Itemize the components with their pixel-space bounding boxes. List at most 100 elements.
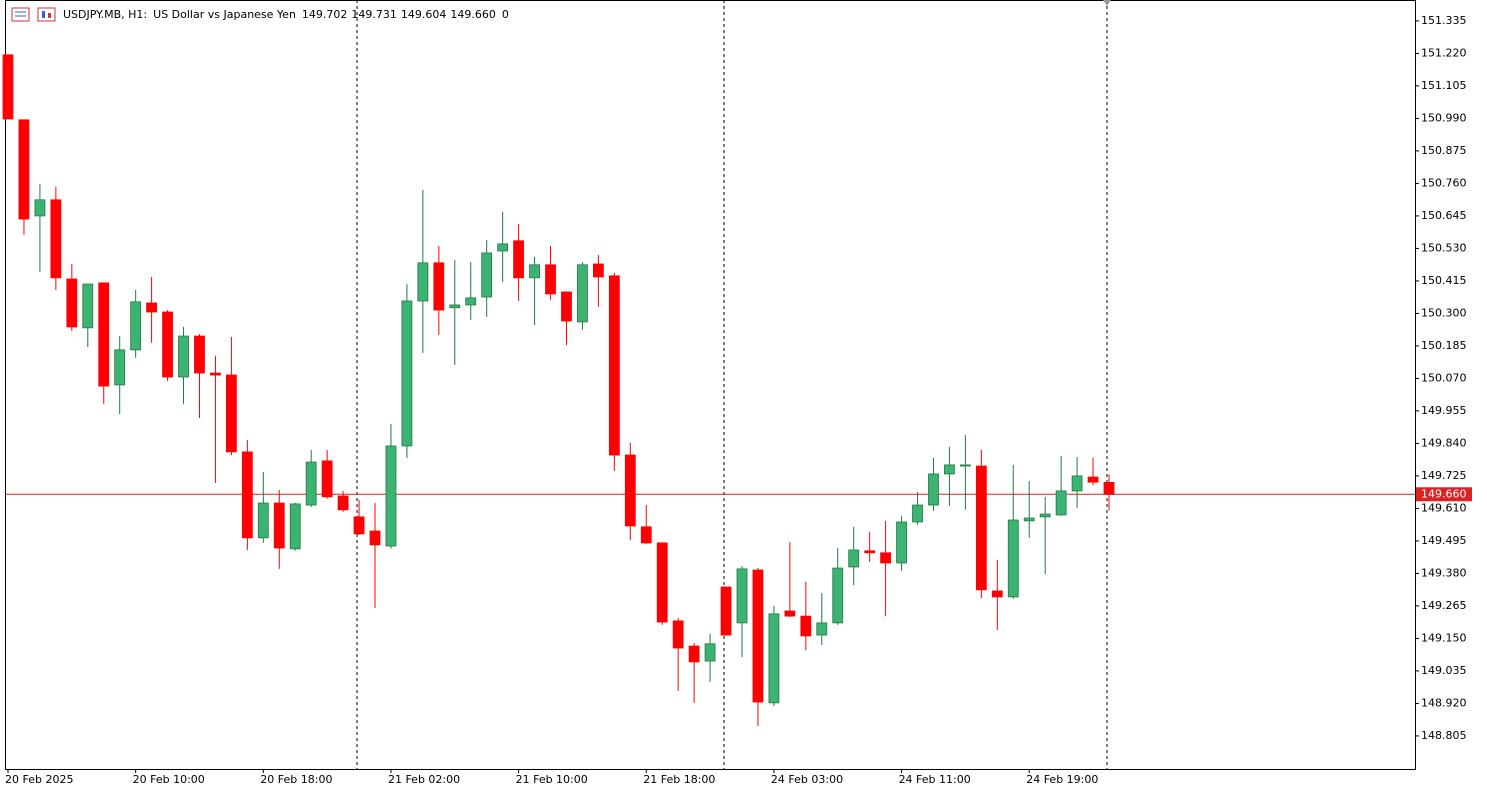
candle-body: [497, 243, 509, 252]
x-tick-label: 24 Feb 03:00: [771, 773, 843, 786]
candle-body: [401, 300, 413, 447]
y-tick-label: 150.645: [1421, 209, 1467, 222]
candle-body: [1039, 513, 1051, 518]
candle-body: [66, 278, 78, 328]
candle-body: [688, 645, 700, 663]
candle-body: [210, 372, 221, 376]
x-tick-label: 24 Feb 11:00: [899, 773, 971, 786]
candle-body: [1023, 517, 1035, 522]
candle-body: [1087, 476, 1099, 483]
candle-body: [720, 586, 732, 636]
y-tick-label: 148.805: [1421, 729, 1467, 742]
quote: 0: [502, 8, 509, 21]
candle-body: [529, 264, 540, 279]
y-tick-label: 150.300: [1421, 306, 1467, 319]
candle-body: [337, 495, 349, 511]
candle-body: [704, 643, 716, 662]
candle-body: [1103, 482, 1115, 495]
symbol: USDJPY.MB, H1:: [63, 8, 147, 21]
icon: [11, 7, 30, 22]
candle-body: [640, 526, 652, 544]
candle-body: [98, 282, 110, 387]
y-tick-label: 151.105: [1421, 79, 1467, 92]
x-tick-label: 20 Feb 18:00: [260, 773, 332, 786]
icon: [48, 13, 51, 18]
candle-body: [864, 550, 876, 554]
candle-body: [225, 374, 237, 453]
x-tick-label: 20 Feb 10:00: [133, 773, 205, 786]
candle-body: [848, 549, 860, 568]
y-tick-label: 150.875: [1421, 144, 1467, 157]
candle-body: [162, 311, 173, 378]
y-tick-label: 149.610: [1421, 501, 1467, 514]
candle-body: [1007, 519, 1019, 598]
candle-body: [194, 335, 205, 374]
candle-body: [768, 613, 780, 704]
candle-body: [465, 297, 477, 306]
x-tick-label: 24 Feb 19:00: [1026, 773, 1098, 786]
candle-body: [912, 504, 923, 523]
candle-body: [289, 503, 301, 550]
y-tick-label: 149.495: [1421, 534, 1467, 547]
y-tick-label: 150.415: [1421, 274, 1467, 287]
candle-body: [800, 615, 812, 637]
x-tick-label: 20 Feb 2025: [5, 773, 73, 786]
candle-body: [273, 502, 285, 549]
candle-body: [82, 283, 94, 329]
quote: 149.731: [351, 8, 397, 21]
candle-body: [114, 349, 126, 386]
candle-body: [784, 610, 796, 617]
candle-body: [433, 262, 445, 311]
candle-body: [752, 569, 764, 703]
candle-body: [975, 465, 987, 591]
description: US Dollar vs Japanese Yen: [153, 8, 296, 21]
price-tag-label: 149.660: [1421, 487, 1467, 500]
y-tick-label: 149.955: [1421, 404, 1467, 417]
candle-body: [178, 335, 189, 378]
candle-body: [353, 516, 365, 535]
candle-body: [513, 240, 525, 279]
candle-body: [592, 263, 604, 278]
candle-body: [896, 521, 907, 564]
y-tick-label: 151.220: [1421, 46, 1467, 59]
app-icons: [11, 7, 56, 22]
y-tick-label: 150.185: [1421, 339, 1467, 352]
y-tick-label: 149.725: [1421, 469, 1467, 482]
y-tick-label: 150.990: [1421, 111, 1467, 124]
candle-body: [608, 275, 620, 456]
shift-marker: [1103, 0, 1111, 6]
y-tick-label: 149.380: [1421, 566, 1467, 579]
candle-body: [880, 552, 892, 564]
candle-body: [816, 622, 828, 636]
y-tick-label: 149.150: [1421, 631, 1467, 644]
candle-body: [305, 461, 317, 506]
candle-body: [369, 530, 381, 546]
candle-body: [417, 262, 429, 302]
candle-body: [1071, 475, 1083, 492]
candle-body: [385, 445, 397, 547]
candle-body: [561, 291, 572, 322]
price-tag: [1416, 487, 1472, 502]
y-tick-label: 151.335: [1421, 14, 1467, 27]
candle-body: [146, 302, 158, 313]
x-tick-label: 21 Feb 10:00: [516, 773, 588, 786]
y-tick-label: 150.070: [1421, 371, 1467, 384]
icon: [37, 7, 56, 22]
candle-body: [672, 620, 684, 649]
candle-body: [257, 502, 269, 539]
chart-header: USDJPY.MB, H1: US Dollar vs Japanese Yen 1…: [63, 8, 509, 21]
candle-body: [1055, 490, 1067, 516]
candle-body: [656, 542, 668, 623]
candle-body: [832, 567, 844, 624]
candle-body: [959, 464, 971, 467]
candle-body: [481, 252, 493, 298]
candle-body: [449, 304, 461, 309]
candle-body: [18, 119, 30, 220]
quote: 149.604: [401, 8, 447, 21]
y-tick-label: 149.840: [1421, 436, 1467, 449]
candle-body: [928, 473, 939, 506]
quote: 149.660: [450, 8, 496, 21]
candle-body: [545, 264, 556, 295]
